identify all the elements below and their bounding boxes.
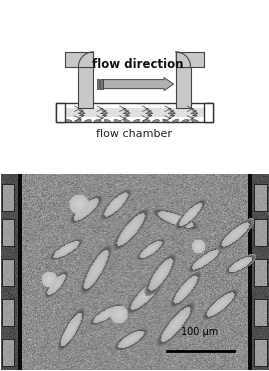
Bar [57,108,212,117]
Polygon shape [79,52,93,67]
Ellipse shape [172,119,179,123]
Text: flow chamber: flow chamber [97,129,172,139]
Ellipse shape [114,119,121,123]
Bar [176,67,190,108]
Text: flow direction: flow direction [92,58,184,70]
Bar [56,103,213,122]
Bar [204,103,213,122]
FancyArrow shape [103,78,174,91]
Text: 100 μm: 100 μm [181,327,219,337]
Bar [100,79,102,89]
Ellipse shape [162,119,169,123]
Ellipse shape [143,120,150,122]
Bar [176,52,204,67]
Ellipse shape [182,119,189,123]
Ellipse shape [94,120,101,122]
Ellipse shape [104,119,111,123]
Ellipse shape [65,120,72,122]
Bar [56,103,65,122]
Bar [65,52,93,67]
Bar [79,67,93,108]
Ellipse shape [133,119,140,123]
Ellipse shape [123,119,130,123]
Ellipse shape [84,119,91,122]
Bar [97,79,100,89]
Ellipse shape [153,119,160,122]
Ellipse shape [192,119,198,123]
Polygon shape [176,52,190,67]
Ellipse shape [75,119,82,123]
